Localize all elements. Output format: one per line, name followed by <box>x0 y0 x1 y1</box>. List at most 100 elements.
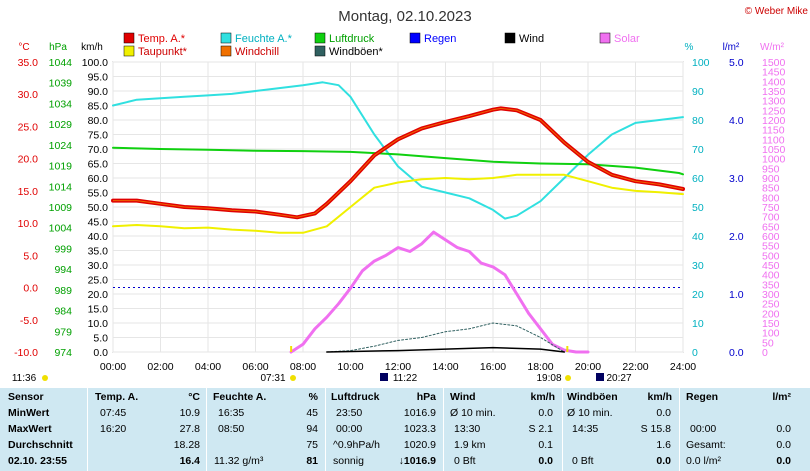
y-tick-pressure: 1034 <box>49 98 73 110</box>
temp-value: 27.8 <box>179 423 200 435</box>
legend-swatch-windchill <box>220 45 232 57</box>
x-tick-label: 22:00 <box>622 361 648 373</box>
humid-value: 81 <box>306 455 318 467</box>
y-tick-solar: 850 <box>762 183 780 195</box>
x-tick-label: 06:00 <box>242 361 268 373</box>
y-tick-solar: 1100 <box>762 134 785 146</box>
y-tick-pressure: 984 <box>54 306 72 318</box>
weather-state: sonnig <box>333 455 364 467</box>
y-tick-pressure: 1014 <box>49 181 73 193</box>
y-tick-solar: 100 <box>762 328 780 340</box>
legend-label-dew: Taupunkt* <box>138 46 188 58</box>
x-tick-label: 16:00 <box>480 361 506 373</box>
sunset-marker <box>566 346 569 352</box>
humid-value: 75 <box>306 439 318 451</box>
pressure-value: ↓1016.9 <box>398 455 436 467</box>
y-tick-pressure: 974 <box>54 347 72 359</box>
table-header-row: Sensor Temp. A. °C Feuchte A. % Luftdruc… <box>0 390 810 406</box>
y-tick-wind: 10.0 <box>88 318 109 330</box>
y-tick-wind: 85.0 <box>88 101 109 113</box>
legend-label-windchill: Windchill <box>235 46 279 58</box>
y-tick-solar: 800 <box>762 192 780 204</box>
header-gust-unit: km/h <box>647 391 672 403</box>
axis-unit-wind: km/h <box>81 42 103 53</box>
y-tick-solar: 1200 <box>762 115 786 127</box>
y-tick-pressure: 1024 <box>49 140 73 152</box>
pressure-value: 1023.3 <box>403 423 436 435</box>
series-line-humid <box>112 81 684 220</box>
y-tick-solar: 150 <box>762 318 780 330</box>
y-tick-solar: 1000 <box>762 154 786 166</box>
y-tick-temp: 5.0 <box>23 250 38 262</box>
y-tick-solar: 900 <box>762 173 780 185</box>
legend-swatch-solar <box>599 32 611 44</box>
temp-time: 16:20 <box>100 423 127 435</box>
table-row-min: MinWert 07:45 10.9 16:35 45 23:50 1016.9… <box>0 406 810 422</box>
x-tick-label: 00:00 <box>100 361 126 373</box>
header-pressure-unit: hPa <box>416 391 436 403</box>
y-tick-solar: 700 <box>762 212 780 224</box>
legend-swatch-gust <box>314 45 326 57</box>
y-tick-solar: 1450 <box>762 67 786 79</box>
moonset-time: 20:27 <box>606 373 631 384</box>
y-tick-wind: 5.0 <box>93 333 108 345</box>
y-tick-wind: 60.0 <box>88 173 109 185</box>
header-humid: Feuchte A. <box>213 391 267 403</box>
y-tick-humid: 20 <box>692 289 704 301</box>
y-tick-rain: 0.0 <box>729 347 744 359</box>
axis-unit-pressure: hPa <box>49 42 67 53</box>
y-tick-pressure: 979 <box>54 326 72 338</box>
y-tick-wind: 0.0 <box>93 347 108 359</box>
y-tick-wind: 25.0 <box>88 275 109 287</box>
gust-time: Ø 10 min. <box>567 407 613 419</box>
row-label: 02.10. 23:55 <box>8 455 67 467</box>
rain-total-label: Gesamt: <box>686 439 726 451</box>
sunrise-time: 07:31 <box>260 373 285 384</box>
y-tick-wind: 95.0 <box>88 72 109 84</box>
series-line-dew <box>112 173 684 234</box>
pressure-trend: ^0.9hPa/h <box>333 439 380 451</box>
y-tick-temp: 0.0 <box>23 283 38 295</box>
y-tick-wind: 90.0 <box>88 86 109 98</box>
temp-value: 10.9 <box>179 407 200 419</box>
y-tick-temp: 10.0 <box>18 218 39 230</box>
moonrise-icon <box>380 373 388 381</box>
y-tick-rain: 2.0 <box>729 231 744 243</box>
legend-label-humid: Feuchte A.* <box>235 33 293 45</box>
y-tick-solar: 1500 <box>762 57 786 69</box>
row-label: Durchschnitt <box>8 439 73 451</box>
wind-value: S 2.1 <box>528 423 553 435</box>
table-row-avg: Durchschnitt 18.28 75 ^0.9hPa/h 1020.9 1… <box>0 438 810 454</box>
axis-unit-temp: °C <box>18 42 29 53</box>
sunrise-icon <box>290 375 296 381</box>
rain-time: 00:00 <box>690 423 717 435</box>
header-sensor: Sensor <box>8 391 44 403</box>
abs-humidity: 11.32 g/m³ <box>214 455 264 467</box>
y-tick-solar: 950 <box>762 163 780 175</box>
y-tick-rain: 5.0 <box>729 57 744 69</box>
y-tick-humid: 60 <box>692 173 704 185</box>
gust-value: 0.0 <box>656 455 671 467</box>
y-tick-solar: 600 <box>762 231 780 243</box>
header-temp: Temp. A. <box>95 391 139 403</box>
table-row-current: 02.10. 23:55 16.4 11.32 g/m³ 81 sonnig ↓… <box>0 454 810 470</box>
event-time-left: 11:36 <box>12 373 37 384</box>
y-tick-wind: 75.0 <box>88 130 109 142</box>
legend-swatch-rain <box>409 32 421 44</box>
header-wind: Wind <box>450 391 476 403</box>
x-tick-label: 14:00 <box>432 361 458 373</box>
legend-swatch-pressure <box>314 32 326 44</box>
y-tick-pressure: 989 <box>54 285 72 297</box>
y-tick-solar: 1250 <box>762 105 786 117</box>
header-humid-unit: % <box>308 391 318 403</box>
wind-value: 0.1 <box>538 439 553 451</box>
y-tick-solar: 1300 <box>762 96 786 108</box>
legend-label-wind: Wind <box>519 33 544 45</box>
series-line-wind <box>326 346 566 353</box>
y-tick-wind: 30.0 <box>88 260 109 272</box>
legend-swatch-temp <box>123 32 135 44</box>
axis-unit-humid: % <box>685 42 694 53</box>
x-tick-label: 12:00 <box>385 361 411 373</box>
rain-value: 0.0 <box>776 423 791 435</box>
y-tick-humid: 100 <box>692 57 710 69</box>
